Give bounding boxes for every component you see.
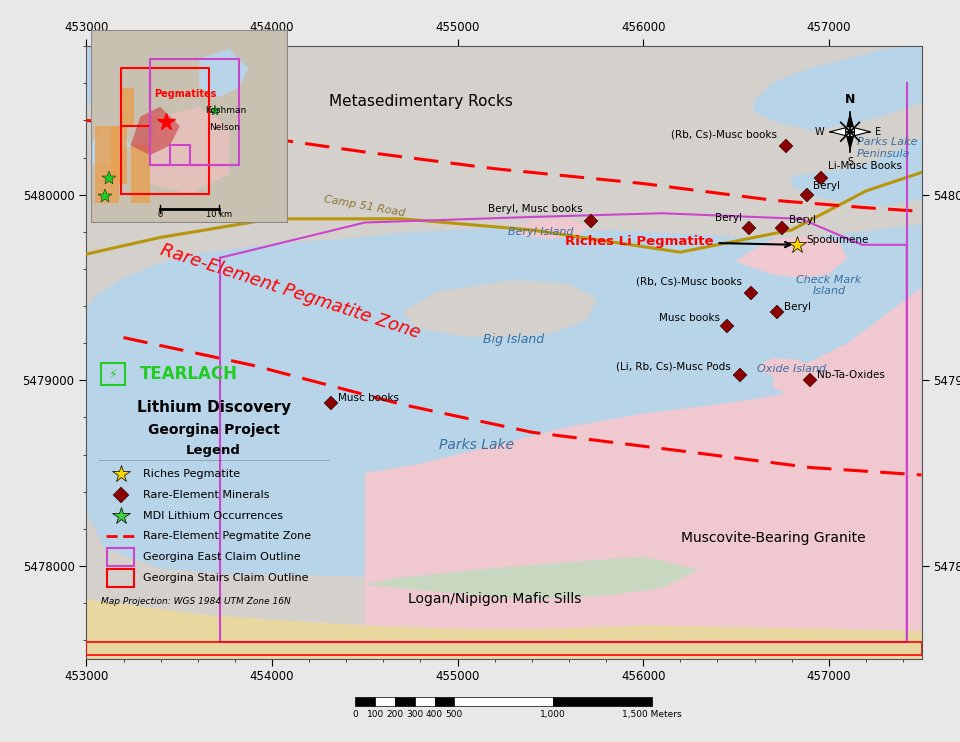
- Polygon shape: [792, 139, 922, 206]
- Polygon shape: [91, 126, 131, 165]
- Text: Oxide Island: Oxide Island: [757, 364, 827, 374]
- Text: N: N: [845, 93, 855, 106]
- Text: Check Mark
Island: Check Mark Island: [796, 275, 861, 297]
- Text: Map Projection: WGS 1984 UTM Zone 16N: Map Projection: WGS 1984 UTM Zone 16N: [101, 597, 291, 606]
- Text: 1,000: 1,000: [540, 710, 566, 719]
- Polygon shape: [365, 399, 922, 659]
- Text: (Li, Rb, Cs)-Musc Pods: (Li, Rb, Cs)-Musc Pods: [616, 361, 731, 372]
- Bar: [121, 88, 134, 126]
- Text: 200: 200: [387, 710, 403, 719]
- Bar: [131, 145, 150, 203]
- Text: Beryl Island: Beryl Island: [509, 227, 574, 237]
- Text: Musc books: Musc books: [659, 313, 720, 324]
- Polygon shape: [514, 219, 588, 239]
- Text: Musc books: Musc books: [338, 393, 399, 403]
- Text: Beryl, Musc books: Beryl, Musc books: [488, 204, 583, 214]
- Text: Beryl: Beryl: [783, 301, 811, 312]
- Text: Li-Musc Books: Li-Musc Books: [828, 161, 902, 171]
- Polygon shape: [200, 49, 249, 97]
- Text: 0: 0: [157, 210, 162, 219]
- Text: Logan/Nipigon Mafic Sills: Logan/Nipigon Mafic Sills: [408, 592, 582, 606]
- Text: Spodumene: Spodumene: [806, 234, 869, 245]
- Text: Georgina Project: Georgina Project: [148, 422, 279, 436]
- Text: 0: 0: [352, 710, 358, 719]
- Text: (Rb, Cs)-Musc books: (Rb, Cs)-Musc books: [671, 130, 778, 139]
- Polygon shape: [846, 112, 854, 128]
- Text: Riches Li Pegmatite: Riches Li Pegmatite: [565, 234, 790, 248]
- Polygon shape: [846, 136, 854, 151]
- Bar: [435, 697, 454, 706]
- Polygon shape: [717, 371, 922, 455]
- Text: (Rb, Cs)-Musc books: (Rb, Cs)-Musc books: [636, 277, 742, 286]
- Text: 300: 300: [406, 710, 423, 719]
- Bar: [111, 126, 127, 184]
- Text: 500: 500: [445, 710, 463, 719]
- Text: 400: 400: [426, 710, 444, 719]
- Text: Beryl: Beryl: [789, 214, 816, 225]
- Text: S: S: [847, 157, 853, 167]
- Bar: [553, 697, 652, 706]
- Text: ⚡: ⚡: [108, 367, 118, 380]
- Text: Rare-Element Pegmatite Zone: Rare-Element Pegmatite Zone: [158, 240, 422, 342]
- Text: Nb-Ta-Oxides: Nb-Ta-Oxides: [817, 370, 885, 381]
- Text: E: E: [876, 127, 881, 137]
- Text: Riches Pegmatite: Riches Pegmatite: [143, 469, 240, 479]
- Polygon shape: [86, 46, 198, 124]
- Text: MDI Lithium Occurrences: MDI Lithium Occurrences: [143, 510, 282, 521]
- Polygon shape: [773, 287, 922, 404]
- Bar: [396, 697, 415, 706]
- Text: Big Island: Big Island: [483, 333, 544, 346]
- Text: Metasedimentary Rocks: Metasedimentary Rocks: [328, 94, 513, 109]
- Bar: [108, 569, 134, 587]
- Polygon shape: [365, 556, 699, 600]
- Polygon shape: [86, 224, 922, 577]
- Text: Georgina Stairs Claim Outline: Georgina Stairs Claim Outline: [143, 573, 308, 583]
- Bar: [108, 548, 134, 566]
- Text: Koshman: Koshman: [205, 105, 247, 114]
- Polygon shape: [758, 358, 806, 378]
- Text: TEARLACH: TEARLACH: [140, 365, 238, 383]
- Text: Lithium Discovery: Lithium Discovery: [136, 400, 291, 415]
- Text: Rare-Element Minerals: Rare-Element Minerals: [143, 490, 269, 500]
- Bar: [355, 697, 375, 706]
- Polygon shape: [131, 107, 180, 155]
- Polygon shape: [160, 130, 253, 176]
- Text: 1,500 Meters: 1,500 Meters: [622, 710, 682, 719]
- Polygon shape: [150, 107, 229, 194]
- Text: Rare-Element Pegmatite Zone: Rare-Element Pegmatite Zone: [143, 531, 311, 542]
- Polygon shape: [86, 600, 922, 659]
- Polygon shape: [830, 128, 846, 136]
- Text: Parks Lake
Peninsula: Parks Lake Peninsula: [856, 137, 917, 159]
- Polygon shape: [402, 280, 597, 338]
- Text: Nelson: Nelson: [209, 123, 240, 132]
- Text: Legend: Legend: [186, 444, 241, 457]
- Text: Beryl: Beryl: [813, 181, 841, 191]
- Bar: [415, 697, 435, 706]
- Polygon shape: [755, 46, 922, 130]
- Text: Camp 51 Road: Camp 51 Road: [324, 194, 406, 218]
- Polygon shape: [736, 235, 848, 278]
- Text: Parks Lake: Parks Lake: [439, 439, 514, 453]
- Text: Pegmatites: Pegmatites: [155, 89, 217, 99]
- Polygon shape: [854, 128, 870, 136]
- Bar: [375, 697, 396, 706]
- Text: W: W: [815, 127, 825, 137]
- Text: Georgina East Claim Outline: Georgina East Claim Outline: [143, 552, 300, 562]
- Text: Muscovite-Bearing Granite: Muscovite-Bearing Granite: [681, 531, 865, 545]
- Text: Beryl: Beryl: [715, 213, 742, 223]
- Text: 10 km: 10 km: [206, 210, 232, 219]
- Bar: [95, 126, 119, 203]
- Text: 100: 100: [367, 710, 384, 719]
- Bar: [454, 697, 553, 706]
